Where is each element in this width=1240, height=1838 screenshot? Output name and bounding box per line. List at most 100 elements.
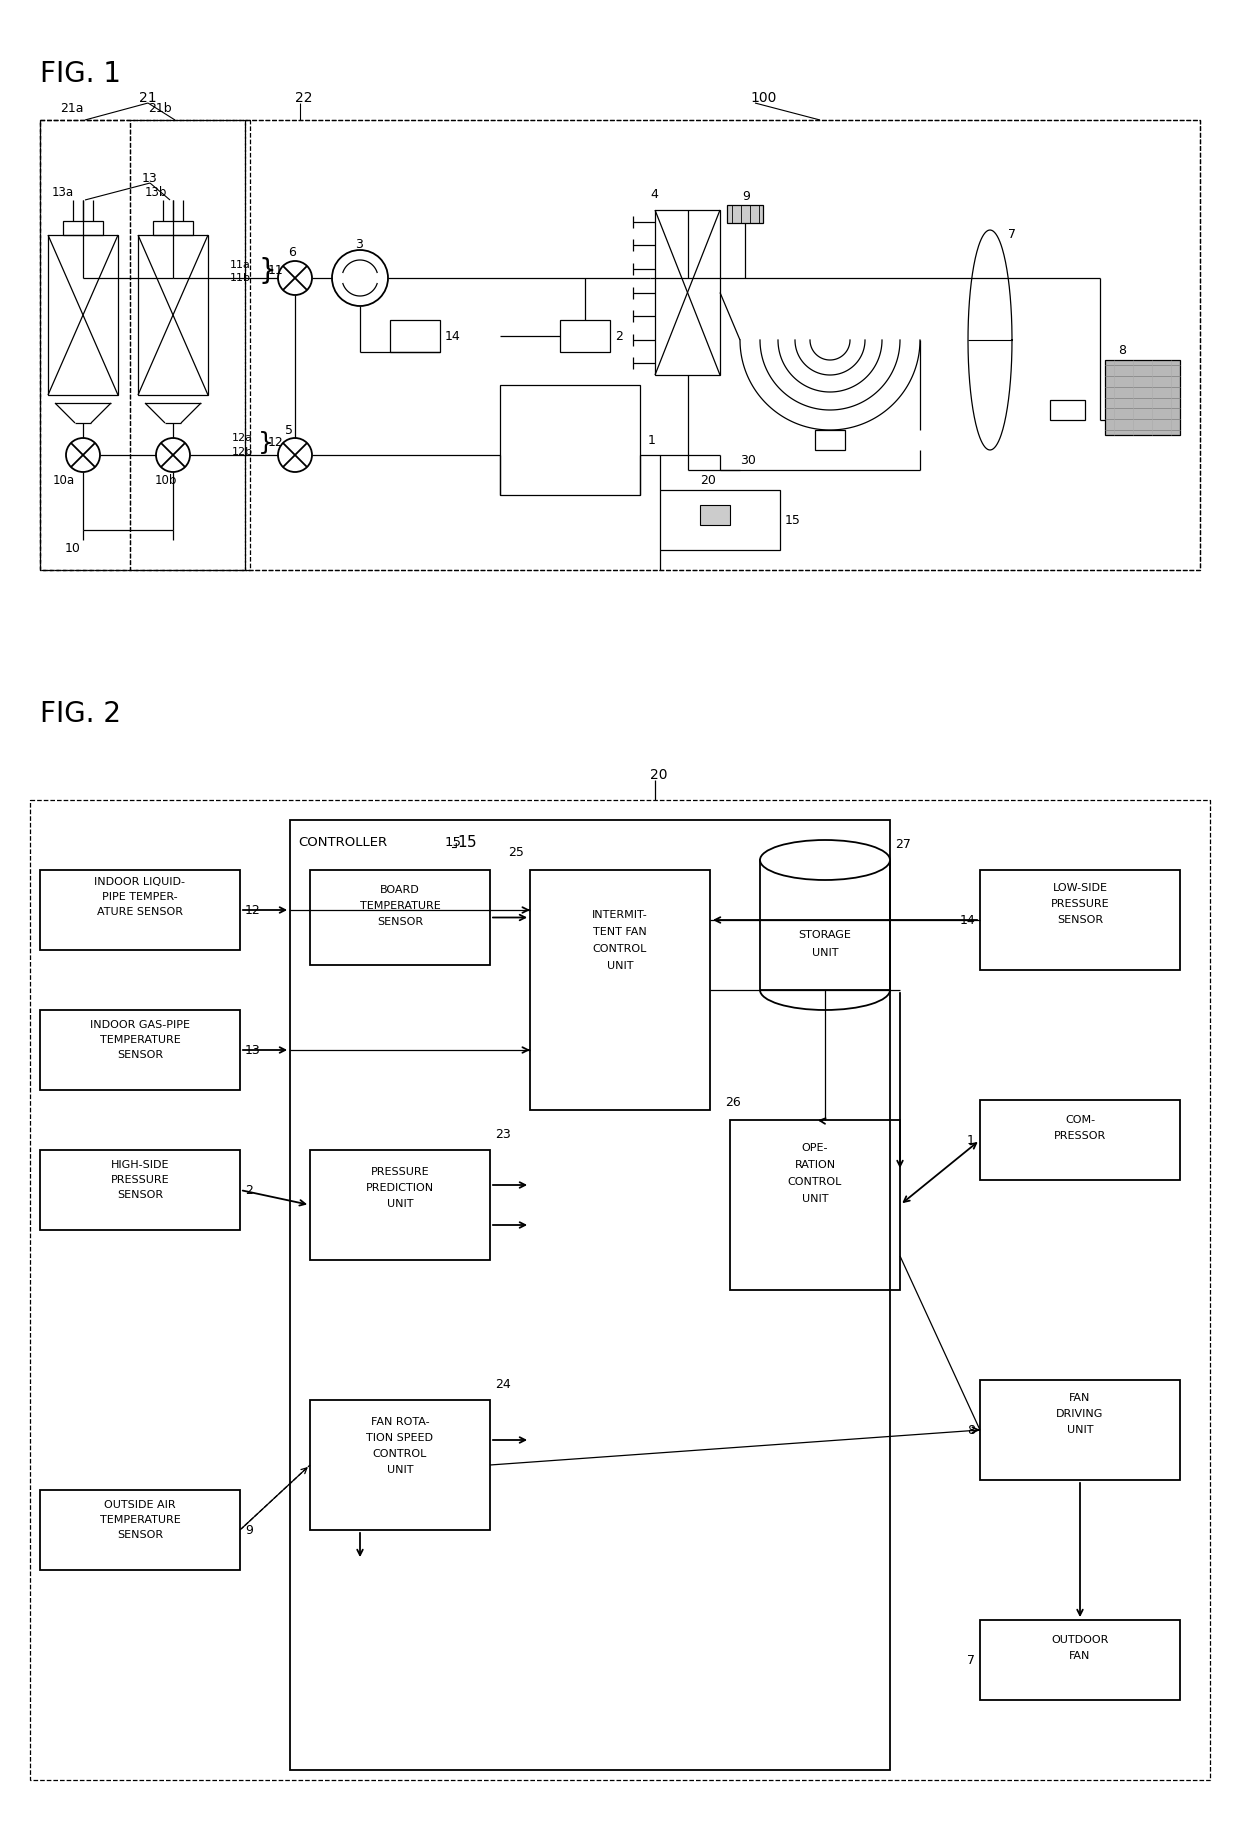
Text: 11a: 11a [229, 259, 250, 270]
Text: PRESSURE: PRESSURE [371, 1167, 429, 1176]
Text: 12: 12 [268, 436, 284, 450]
Text: 25: 25 [508, 845, 523, 858]
Text: OUTDOOR: OUTDOOR [1052, 1636, 1109, 1645]
Ellipse shape [760, 840, 890, 880]
Text: TEMPERATURE: TEMPERATURE [99, 1515, 180, 1526]
Text: 14: 14 [445, 329, 461, 342]
Text: 15: 15 [445, 836, 463, 849]
Bar [660, 491, 780, 550]
Text: FIG. 2: FIG. 2 [40, 700, 122, 728]
Bar [40, 119, 246, 570]
Text: 9: 9 [742, 189, 750, 202]
Text: PRESSURE: PRESSURE [1050, 899, 1110, 910]
Bar [760, 860, 890, 991]
Text: 6: 6 [288, 246, 296, 259]
Text: BOARD: BOARD [381, 886, 420, 895]
Text: 100: 100 [750, 92, 776, 105]
Text: UNIT: UNIT [387, 1198, 413, 1209]
Text: 11b: 11b [229, 274, 250, 283]
Text: 13a: 13a [52, 186, 74, 199]
Text: TEMPERATURE: TEMPERATURE [360, 901, 440, 912]
Text: 21a: 21a [60, 101, 83, 114]
Text: PREDICTION: PREDICTION [366, 1184, 434, 1193]
Text: 20: 20 [701, 474, 715, 487]
Text: 10a: 10a [53, 474, 76, 487]
Text: RATION: RATION [795, 1160, 836, 1171]
Bar [40, 1011, 241, 1090]
Text: INDOOR GAS-PIPE: INDOOR GAS-PIPE [91, 1020, 190, 1029]
Bar [529, 869, 711, 1110]
Text: LOW-SIDE: LOW-SIDE [1053, 882, 1107, 893]
Text: 8: 8 [1118, 344, 1126, 357]
Text: 1: 1 [649, 434, 656, 447]
Text: STORAGE: STORAGE [799, 930, 852, 939]
Text: 7: 7 [967, 1654, 975, 1667]
Text: TENT FAN: TENT FAN [593, 926, 647, 937]
Text: 13: 13 [246, 1044, 260, 1057]
Text: 13: 13 [143, 171, 157, 184]
Text: TEMPERATURE: TEMPERATURE [99, 1035, 180, 1046]
Text: OUTSIDE AIR: OUTSIDE AIR [104, 1500, 176, 1511]
Text: $\lrcorner$15: $\lrcorner$15 [450, 834, 477, 849]
Bar [153, 221, 193, 235]
Bar [980, 869, 1180, 970]
Text: 2: 2 [615, 329, 622, 342]
Text: FAN ROTA-: FAN ROTA- [371, 1417, 429, 1426]
Text: 30: 30 [740, 454, 756, 467]
Text: PIPE TEMPER-: PIPE TEMPER- [102, 891, 177, 902]
Bar [980, 1099, 1180, 1180]
Bar [815, 430, 844, 450]
Text: COM-: COM- [1065, 1116, 1095, 1125]
Bar [980, 1619, 1180, 1700]
Text: 10b: 10b [155, 474, 177, 487]
Text: 22: 22 [295, 92, 312, 105]
Text: CONTROL: CONTROL [593, 945, 647, 954]
Bar [290, 820, 890, 1770]
Text: 12: 12 [246, 904, 260, 917]
Text: SENSOR: SENSOR [377, 917, 423, 926]
Bar [40, 119, 1200, 570]
Bar [40, 1491, 241, 1570]
Text: 7: 7 [1008, 228, 1016, 241]
Text: 14: 14 [960, 913, 975, 926]
Text: 24: 24 [495, 1378, 511, 1391]
Text: HIGH-SIDE: HIGH-SIDE [110, 1160, 169, 1171]
Text: 23: 23 [495, 1129, 511, 1141]
Text: 8: 8 [967, 1423, 975, 1437]
Text: UNIT: UNIT [606, 961, 634, 970]
Text: OPE-: OPE- [802, 1143, 828, 1152]
Text: UNIT: UNIT [802, 1195, 828, 1204]
Text: SENSOR: SENSOR [117, 1189, 164, 1200]
Text: TION SPEED: TION SPEED [367, 1434, 434, 1443]
Text: ATURE SENSOR: ATURE SENSOR [97, 906, 184, 917]
Bar [310, 1151, 490, 1261]
Bar [727, 206, 763, 222]
Bar [500, 384, 640, 494]
Text: 13b: 13b [145, 186, 167, 199]
Text: 3: 3 [355, 237, 363, 250]
Text: DRIVING: DRIVING [1056, 1410, 1104, 1419]
Text: 12b: 12b [232, 447, 253, 458]
Text: CONTROLLER: CONTROLLER [298, 836, 387, 849]
Text: }: } [258, 430, 274, 456]
Text: PRESSURE: PRESSURE [110, 1174, 170, 1186]
Text: SENSOR: SENSOR [1056, 915, 1104, 925]
Text: INDOOR LIQUID-: INDOOR LIQUID- [94, 877, 186, 888]
Bar [40, 869, 241, 950]
Text: FAN: FAN [1069, 1393, 1091, 1402]
Bar [246, 119, 1200, 570]
Text: 15: 15 [785, 513, 801, 526]
Text: 21: 21 [139, 92, 156, 105]
Text: 5: 5 [285, 423, 293, 436]
Text: CONTROL: CONTROL [787, 1176, 842, 1187]
Text: 9: 9 [246, 1524, 253, 1537]
Text: 21b: 21b [148, 101, 171, 114]
Text: 1: 1 [967, 1134, 975, 1147]
Bar [1050, 401, 1085, 421]
Bar [130, 119, 250, 570]
Bar [980, 1380, 1180, 1480]
Bar [310, 869, 490, 965]
Bar [391, 320, 440, 353]
Bar [730, 1119, 900, 1290]
Text: SENSOR: SENSOR [117, 1529, 164, 1540]
